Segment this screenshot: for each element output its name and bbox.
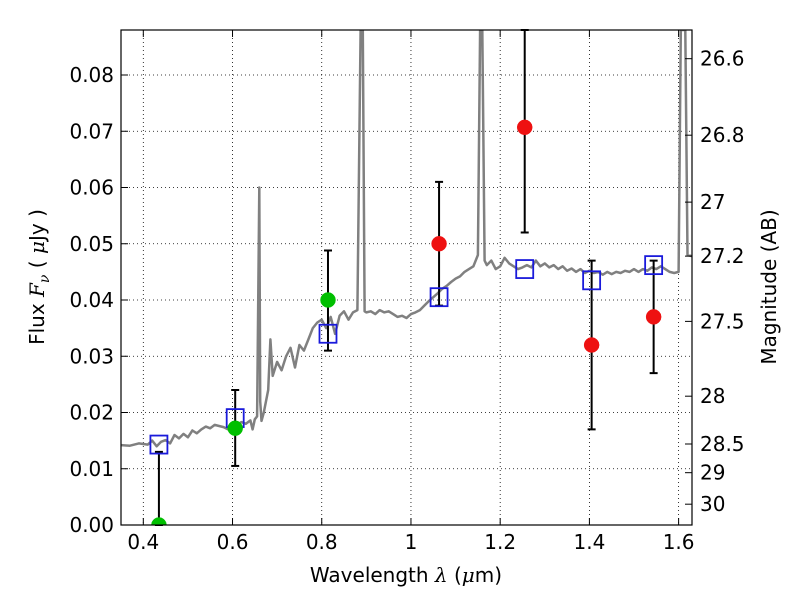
model-point bbox=[582, 270, 602, 291]
model-point bbox=[318, 323, 338, 344]
grid bbox=[121, 30, 692, 526]
x-tick-label: 0.6 bbox=[217, 530, 249, 554]
observed-point bbox=[320, 292, 336, 308]
y-tick-label: 0.07 bbox=[69, 119, 114, 143]
spectrum-line bbox=[121, 30, 692, 448]
observed-point bbox=[227, 420, 243, 436]
x-axis-label: Wavelength λ (μm) bbox=[310, 563, 502, 587]
x-tick-label: 0.4 bbox=[127, 530, 159, 554]
y-tick-label: 0.05 bbox=[69, 232, 114, 256]
observed-point bbox=[583, 337, 600, 353]
magnitude-tick-label: 28 bbox=[700, 384, 725, 408]
magnitude-tick-label: 26.8 bbox=[700, 123, 745, 147]
x-tick-label: 1.2 bbox=[484, 530, 516, 554]
marker-layer bbox=[149, 119, 664, 525]
x-tick-label: 1.4 bbox=[573, 530, 605, 554]
y-tick-label: 0.08 bbox=[69, 63, 114, 87]
y-axis-label: Flux Fν ( μJy ) bbox=[25, 209, 53, 345]
y-axis-ticks: 0.00 0.01 0.02 0.03 0.04 0.05 0.06 0.07 0.08 bbox=[69, 63, 128, 537]
x-tick-label: 1 bbox=[405, 530, 418, 554]
model-point bbox=[644, 255, 664, 276]
model-point bbox=[515, 259, 535, 279]
errorbar-layer bbox=[154, 29, 658, 526]
y-tick-label: 0.06 bbox=[69, 176, 114, 200]
model-point bbox=[149, 434, 169, 455]
x-tick-label: 1.6 bbox=[663, 530, 695, 554]
magnitude-tick-label: 27.5 bbox=[700, 309, 745, 333]
spectrum-layer bbox=[121, 30, 692, 448]
y-tick-label: 0.00 bbox=[69, 513, 114, 537]
observed-point bbox=[151, 517, 167, 525]
observed-point bbox=[645, 309, 662, 325]
y-tick-label: 0.02 bbox=[69, 401, 114, 425]
magnitude-tick-label: 27 bbox=[700, 190, 725, 214]
magnitude-axis-ticks: 26.6 26.8 27 27.2 27.5 28 28.5 29 30 bbox=[685, 47, 745, 516]
y-tick-label: 0.01 bbox=[69, 457, 114, 481]
observed-point bbox=[431, 236, 447, 252]
magnitude-tick-label: 26.6 bbox=[700, 47, 745, 71]
y-tick-label: 0.03 bbox=[69, 344, 114, 368]
x-axis-ticks: 0.4 0.6 0.8 1 1.2 1.4 1.6 bbox=[127, 30, 695, 554]
observed-point bbox=[516, 119, 533, 136]
magnitude-tick-label: 30 bbox=[700, 492, 725, 516]
plot-frame bbox=[120, 29, 693, 526]
model-point bbox=[429, 287, 449, 308]
magnitude-tick-label: 27.2 bbox=[700, 244, 745, 268]
magnitude-axis-label: Magnitude (AB) bbox=[757, 209, 781, 364]
y-tick-label: 0.04 bbox=[69, 288, 114, 312]
magnitude-tick-label: 29 bbox=[700, 461, 725, 485]
magnitude-tick-label: 28.5 bbox=[700, 432, 745, 456]
x-tick-label: 0.8 bbox=[306, 530, 338, 554]
